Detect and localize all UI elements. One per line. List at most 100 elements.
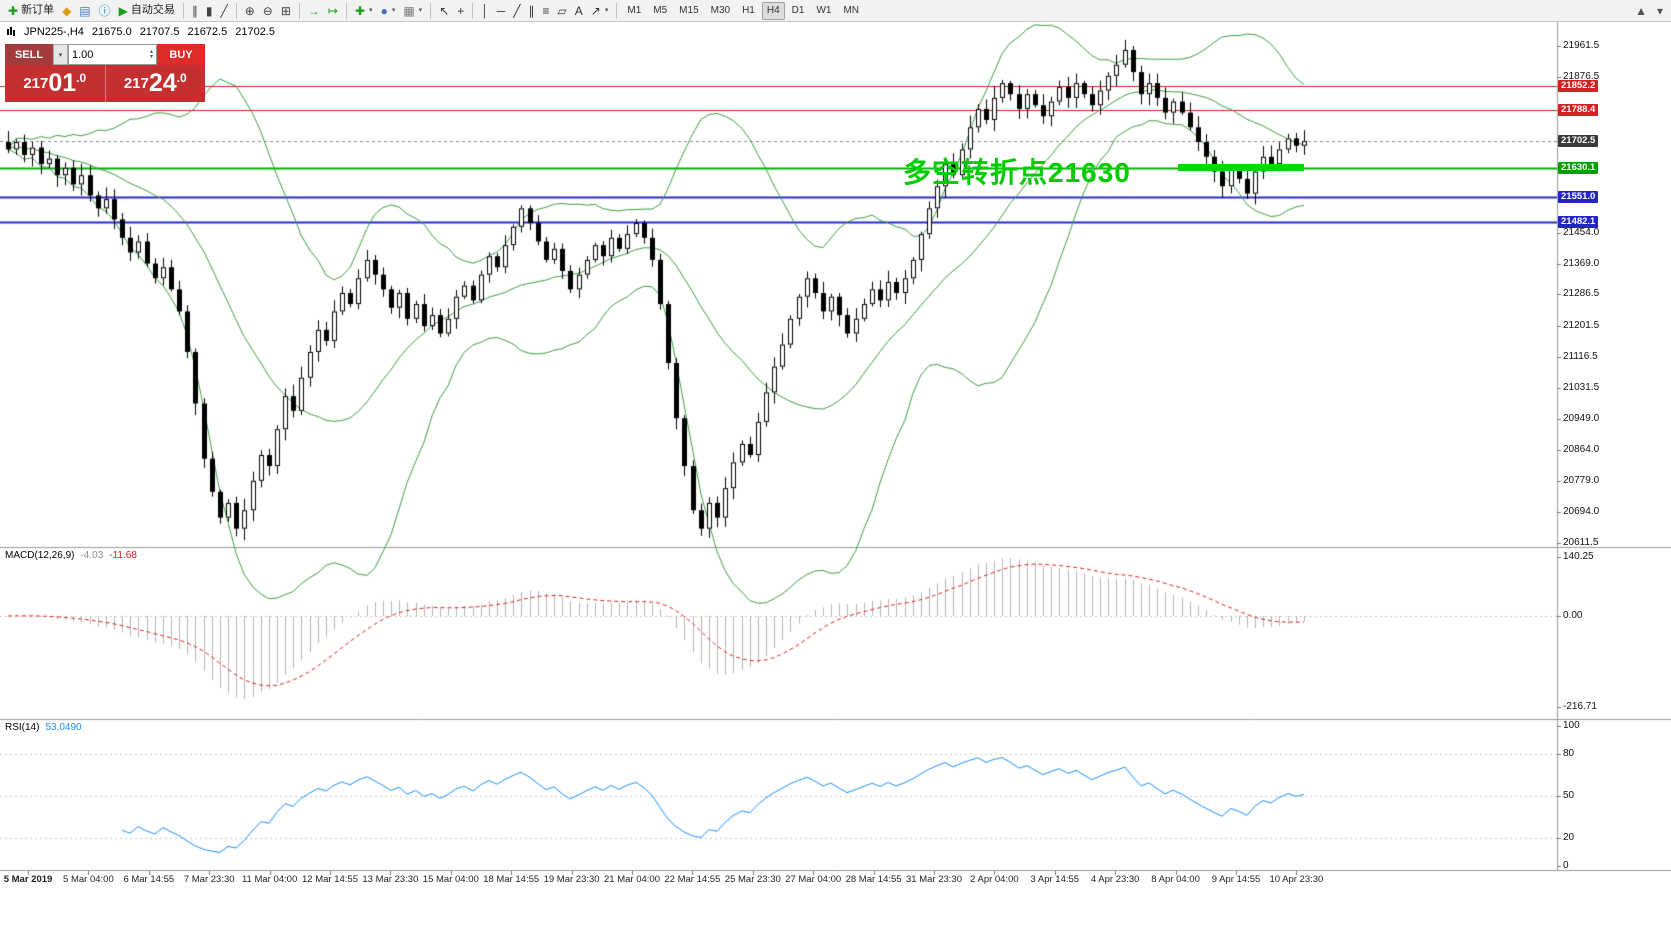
- volume-input[interactable]: 1.00 ▴ ▾: [68, 44, 157, 65]
- crosshair-button[interactable]: +: [453, 1, 468, 21]
- dropdown-arrow-icon: ▾: [418, 7, 423, 14]
- date-label: 6 Mar 14:55: [123, 874, 175, 885]
- candlestick-chart-button[interactable]: ▮: [202, 1, 217, 21]
- new-order-button[interactable]: ✚ 新订单: [4, 1, 58, 21]
- toolbar-separator: [472, 2, 474, 19]
- chart-shift-button[interactable]: ↦: [324, 1, 342, 21]
- vertical-line-button[interactable]: │: [477, 1, 493, 21]
- ohlc-low: 21672.5: [187, 26, 228, 38]
- volume-spinner[interactable]: ▴ ▾: [149, 48, 153, 60]
- chart-scroll-button[interactable]: ▲: [1631, 1, 1651, 21]
- sell-button[interactable]: SELL: [5, 44, 53, 65]
- ohlc-close: 21702.5: [235, 26, 275, 38]
- price-axis-label: 21286.5: [1563, 288, 1600, 300]
- zoom-out-button[interactable]: ⊖: [259, 1, 277, 21]
- price-axis-label: 21961.5: [1563, 39, 1600, 51]
- fibonacci-icon: ≡: [542, 3, 550, 18]
- price-badge: 21702.5: [1558, 135, 1599, 148]
- channel-button[interactable]: ∥: [525, 1, 539, 21]
- toolbar-separator: [298, 2, 300, 19]
- tf-m5-button[interactable]: M5: [653, 4, 668, 16]
- auto-scroll-button[interactable]: →: [304, 1, 324, 21]
- candlestick-chart-icon: ▮: [205, 3, 213, 18]
- tile-windows-button[interactable]: ⊞: [277, 1, 295, 21]
- toolbar-separator: [182, 2, 184, 19]
- buy-price-button[interactable]: 217 24.0: [105, 65, 205, 102]
- alert-icon-button[interactable]: ◆: [58, 1, 75, 21]
- indicators-icon: ✚: [354, 3, 366, 18]
- volume-value: 1.00: [72, 48, 94, 61]
- indicators-button[interactable]: ✚ ▾: [351, 1, 377, 21]
- arrow-tools-button[interactable]: ↗ ▾: [587, 1, 613, 21]
- macd-axis-label: 140.25: [1563, 551, 1594, 563]
- shapes-button[interactable]: ▱: [554, 1, 571, 21]
- info-icon: ⓘ: [98, 3, 111, 18]
- vertical-line-icon: │: [481, 3, 489, 18]
- sell-price-button[interactable]: 217 01.0: [5, 65, 106, 102]
- date-label: 27 Mar 04:00: [785, 874, 842, 885]
- rsi-value: 53.0490: [45, 722, 82, 733]
- cursor-icon: ↖: [439, 3, 450, 18]
- crosshair-icon: +: [457, 3, 465, 18]
- tf-d1-button[interactable]: D1: [791, 4, 805, 16]
- line-chart-button[interactable]: ╱: [217, 1, 232, 21]
- date-label: 9 Apr 14:55: [1211, 874, 1261, 885]
- market-watch-button[interactable]: ▤: [75, 1, 94, 21]
- buy-price-big: 24: [148, 69, 177, 97]
- buy-price-pips: .0: [176, 71, 187, 85]
- buy-price-prefix: 217: [123, 75, 149, 92]
- cursor-button[interactable]: ↖: [435, 1, 453, 21]
- tf-mn-button[interactable]: MN: [843, 4, 860, 16]
- periods-icon: ●: [380, 3, 388, 18]
- date-label: 8 Apr 04:00: [1151, 874, 1200, 885]
- buy-button[interactable]: BUY: [157, 44, 205, 65]
- trendline-button[interactable]: ╱: [509, 1, 524, 21]
- date-label: 7 Mar 23:30: [183, 874, 235, 885]
- text-icon: A: [574, 3, 583, 18]
- tf-m1-button[interactable]: M1: [627, 4, 642, 16]
- templates-button[interactable]: ▦ ▾: [399, 1, 426, 21]
- symbol-title: JPN225-,H4: [24, 26, 84, 38]
- tf-m30-button[interactable]: M30: [710, 4, 731, 16]
- macd-axis-label: -216.71: [1563, 701, 1597, 713]
- shapes-icon: ▱: [557, 3, 567, 18]
- date-label: 3 Apr 14:55: [1030, 874, 1080, 885]
- periods-button[interactable]: ● ▾: [377, 1, 400, 21]
- toolbar-options-button[interactable]: ▾: [1653, 1, 1667, 21]
- line-chart-icon: ╱: [220, 3, 228, 18]
- auto-trading-button-label: 自动交易: [130, 4, 175, 16]
- date-label: 22 Mar 14:55: [664, 874, 721, 885]
- price-badge: 21551.0: [1558, 190, 1599, 203]
- text-button[interactable]: A: [571, 1, 587, 21]
- date-label: 10 Apr 23:30: [1269, 874, 1324, 885]
- fibonacci-button[interactable]: ≡: [539, 1, 554, 21]
- auto-trading-button[interactable]: ▶ 自动交易: [115, 1, 179, 21]
- toolbar-separator: [430, 2, 432, 19]
- tf-m15-button[interactable]: M15: [679, 4, 699, 16]
- rsi-axis-label: 50: [1563, 790, 1575, 801]
- arrow-tools-icon: ↗: [590, 3, 601, 18]
- date-label: 25 Mar 23:30: [724, 874, 781, 885]
- zoom-in-button[interactable]: ⊕: [241, 1, 259, 21]
- turning-point-annotation: 多空转折点21630: [903, 157, 1131, 188]
- tile-windows-icon: ⊞: [280, 3, 291, 18]
- date-label: 5 Mar 2019: [3, 874, 53, 885]
- tf-h4-button[interactable]: H4: [761, 1, 785, 20]
- rsi-name: RSI(14): [5, 722, 40, 733]
- bar-chart-button[interactable]: ∥: [188, 1, 202, 21]
- date-label: 2 Apr 04:00: [970, 874, 1019, 885]
- macd-name: MACD(12,26,9): [5, 550, 75, 561]
- date-label: 12 Mar 14:55: [302, 874, 358, 885]
- auto-scroll-icon: →: [307, 3, 320, 18]
- horizontal-line-button[interactable]: ─: [493, 1, 510, 21]
- trade-panel-dropdown[interactable]: ▾: [53, 44, 68, 65]
- date-axis[interactable]: 5 Mar 2019 5 Mar 04:00 6 Mar 14:55 7 Mar 23…: [0, 871, 1557, 891]
- info-button[interactable]: ⓘ: [95, 1, 115, 21]
- rsi-axis-label: 0: [1563, 860, 1569, 871]
- tf-w1-button[interactable]: W1: [816, 4, 832, 16]
- tf-h1-button[interactable]: H1: [742, 4, 755, 16]
- date-label: 4 Apr 23:30: [1090, 874, 1140, 885]
- price-axis[interactable]: 21961.5 21876.5 21454.0 21369.0 21286.5 21201…: [1557, 22, 1671, 871]
